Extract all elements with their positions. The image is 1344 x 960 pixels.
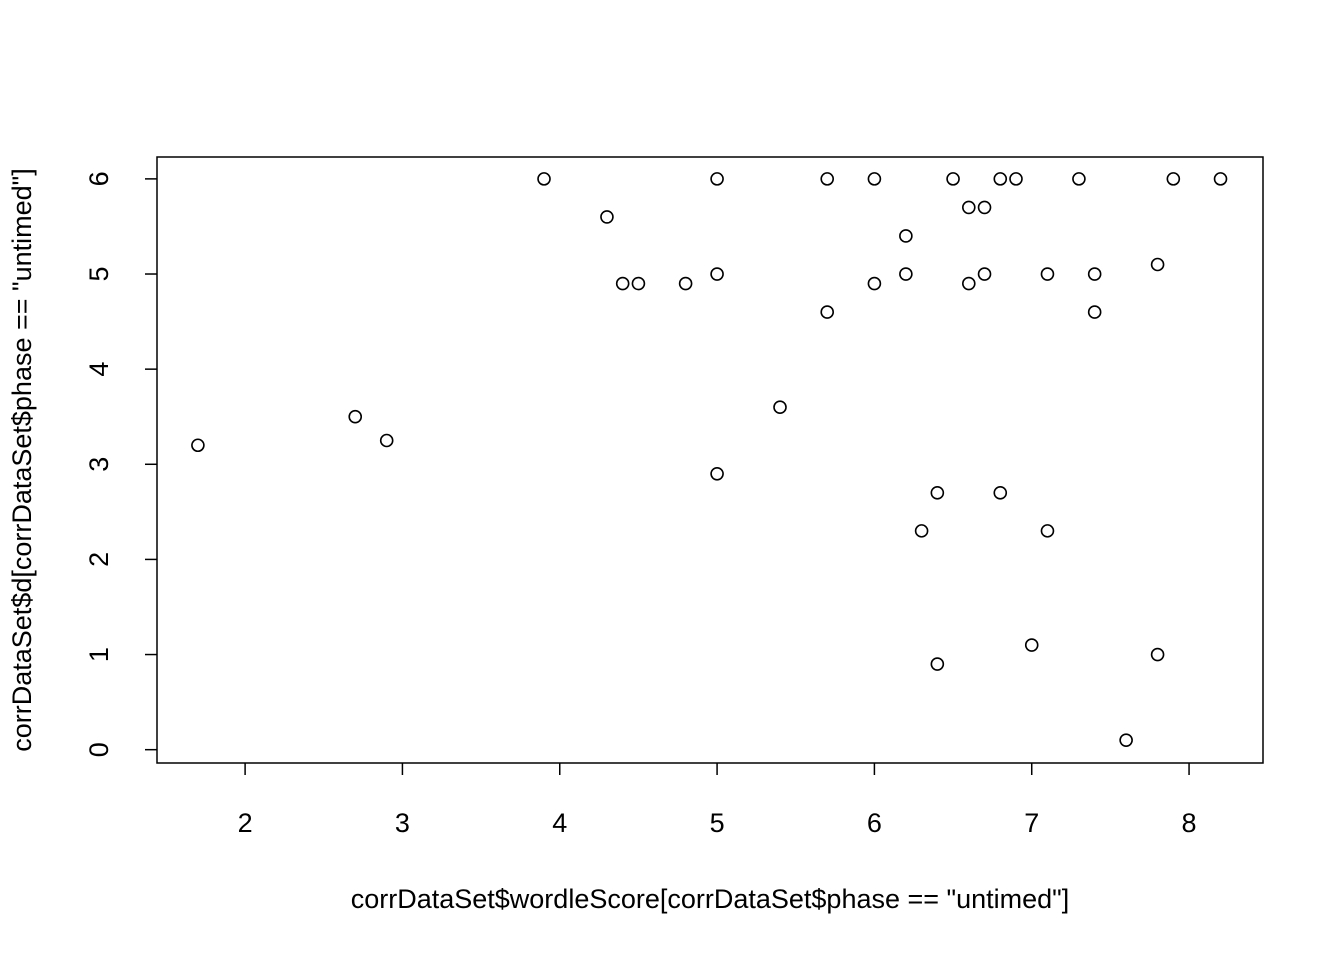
point [977,200,992,215]
point [710,172,724,186]
point [946,172,960,186]
point [710,466,724,481]
point [820,172,835,186]
point [773,400,787,415]
y-tick-label: 3 [84,457,114,472]
point [1150,257,1165,272]
point [1213,172,1228,186]
point [1087,267,1102,281]
x-tick-label: 6 [867,808,882,838]
y-tick-label: 0 [84,742,114,757]
point [1087,305,1102,319]
point [348,409,363,424]
point [993,486,1008,500]
point [962,200,976,215]
x-tick-label: 3 [395,808,410,838]
point [710,267,724,281]
point [615,276,630,291]
point [1119,733,1133,747]
point [899,229,913,243]
point [379,433,394,448]
point [1024,638,1039,652]
x-tick-label: 7 [1024,808,1039,838]
x-tick-label: 2 [238,808,253,838]
x-tick-label: 5 [710,808,725,838]
point [914,524,929,538]
point [1040,267,1055,281]
point [631,276,646,291]
point [820,305,835,319]
point [930,486,945,500]
point [930,657,945,671]
point [1072,172,1086,186]
point [899,267,913,281]
y-tick-label: 5 [84,266,114,281]
point [1009,172,1023,186]
x-tick-label: 8 [1182,808,1197,838]
point [993,172,1008,186]
y-tick-label: 4 [84,362,114,377]
x-axis-label: corrDataSet$wordleScore[corrDataSet$phas… [351,884,1070,914]
point [191,438,205,453]
point [600,210,614,224]
plot-box [156,156,1264,764]
point [1150,647,1165,662]
x-tick-label: 4 [552,808,567,838]
point [678,276,693,291]
point [962,276,976,291]
point [867,172,882,186]
point [1166,172,1181,186]
y-tick-label: 2 [84,552,114,567]
point [1040,524,1055,538]
point [977,267,992,281]
y-axis-label: corrDataSet$d[corrDataSet$phase == "unti… [7,168,37,752]
point [537,172,551,186]
y-tick-label: 1 [84,647,114,662]
y-tick-label: 6 [84,171,114,186]
point [867,276,882,291]
